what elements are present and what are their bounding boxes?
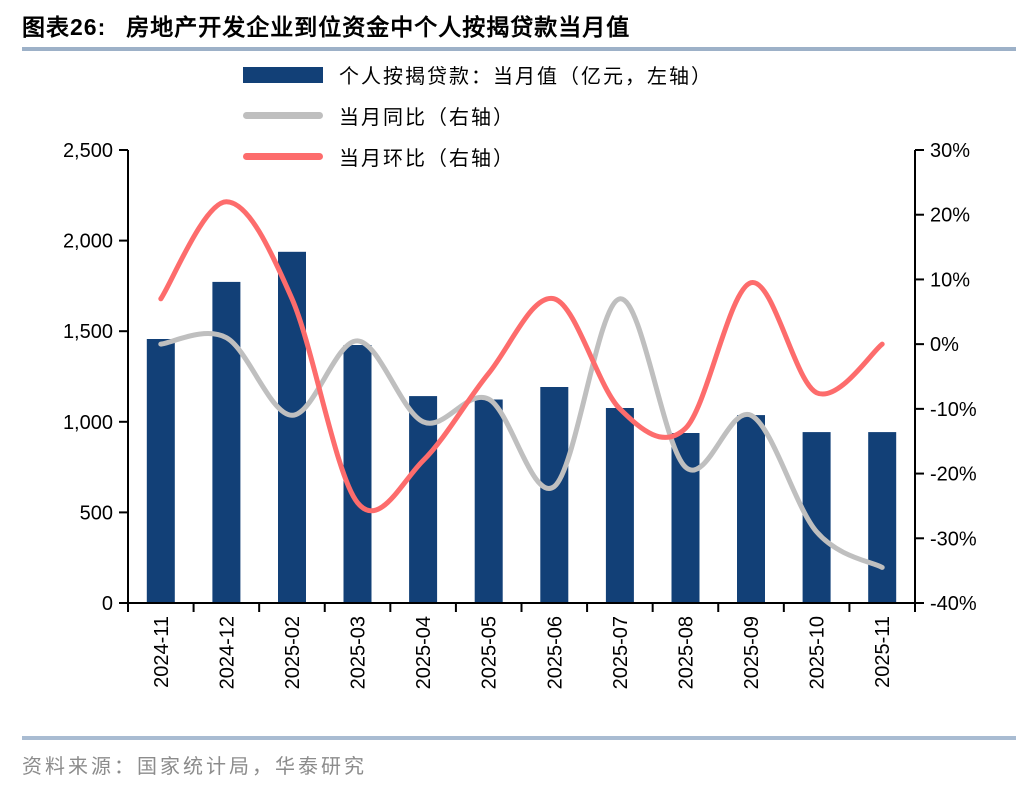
- bar: [605, 408, 634, 603]
- right-axis-tick-label: 30%: [930, 140, 970, 162]
- bar: [737, 415, 765, 603]
- x-axis-tick-label: 2025-02: [282, 616, 304, 689]
- x-axis-tick-label: 2025-06: [544, 616, 566, 689]
- bar: [409, 396, 438, 603]
- chart-legend: 个人按揭贷款：当月值（亿元，左轴） 当月同比（右轴） 当月环比（右轴）: [243, 54, 713, 177]
- right-axis-tick-label: -20%: [930, 464, 977, 486]
- source-text: 资料来源：国家统计局，华泰研究: [22, 756, 367, 778]
- bar: [278, 251, 306, 604]
- left-axis-tick-label: 1,500: [63, 321, 113, 343]
- x-axis-tick-label: 2025-09: [741, 616, 763, 689]
- legend-item-bar: 个人按揭贷款：当月值（亿元，左轴）: [243, 54, 713, 95]
- x-axis-tick-label: 2025-07: [610, 616, 632, 689]
- bars-series: [146, 251, 897, 604]
- x-axis-tick-label: 2025-03: [348, 616, 370, 689]
- right-axis-tick-label: 0%: [930, 334, 959, 356]
- bar: [474, 399, 503, 603]
- left-axis-tick-label: 2,000: [63, 231, 113, 253]
- legend-item-yoy: 当月同比（右轴）: [243, 95, 713, 136]
- axis-labels: 0 500 1,000 1,500 2,000 2,500 -40% -30% -20% -10%…: [63, 140, 977, 689]
- yoy-line: [158, 296, 885, 570]
- left-axis-tick-label: 500: [80, 502, 113, 524]
- legend-mom-line-swatch: [243, 153, 323, 160]
- right-axis-tick-label: 10%: [930, 269, 970, 291]
- legend-label-bar: 个人按揭贷款：当月值（亿元，左轴）: [339, 66, 713, 88]
- bar: [343, 345, 372, 603]
- bar: [671, 433, 700, 603]
- x-axis-tick-label: 2025-05: [479, 616, 501, 689]
- x-axis-tick-label: 2025-04: [413, 616, 435, 689]
- bar: [540, 387, 569, 603]
- left-axis-tick-label: 1,000: [63, 412, 113, 434]
- right-axis-tick-label: -10%: [930, 399, 977, 421]
- mom-line: [158, 199, 885, 514]
- figure-number: 图表26:: [22, 14, 107, 40]
- left-axis-tick-label: 2,500: [63, 140, 113, 162]
- bar: [146, 339, 175, 603]
- x-axis-tick-label: 2024-12: [216, 616, 238, 689]
- right-axis-tick-label: 20%: [930, 205, 970, 227]
- bar: [212, 281, 241, 603]
- figure-title: 房地产开发企业到位资金中个人按揭贷款当月值: [126, 14, 631, 40]
- bar: [868, 432, 897, 603]
- left-axis-tick-label: 0: [102, 593, 113, 615]
- legend-bar-swatch: [243, 66, 323, 83]
- x-axis-tick-label: 2025-11: [872, 616, 894, 688]
- legend-label-mom: 当月环比（右轴）: [339, 148, 515, 170]
- figure-header: 图表26: 房地产开发企业到位资金中个人按揭贷款当月值: [22, 8, 630, 42]
- footer-divider: [22, 736, 1016, 740]
- right-axis-tick-label: -40%: [930, 593, 977, 615]
- right-axis-tick-label: -30%: [930, 528, 977, 550]
- legend-yoy-line-swatch: [243, 112, 323, 119]
- legend-label-yoy: 当月同比（右轴）: [339, 107, 515, 129]
- axes: [119, 149, 924, 612]
- title-divider: [22, 47, 1016, 51]
- x-axis-tick-label: 2025-08: [676, 616, 698, 689]
- chart-canvas: 0 500 1,000 1,500 2,000 2,500 -40% -30% -20% -10%…: [63, 140, 977, 689]
- legend-item-mom: 当月环比（右轴）: [243, 136, 713, 177]
- x-axis-tick-label: 2025-10: [807, 616, 829, 689]
- x-axis-tick-label: 2024-11: [151, 616, 173, 688]
